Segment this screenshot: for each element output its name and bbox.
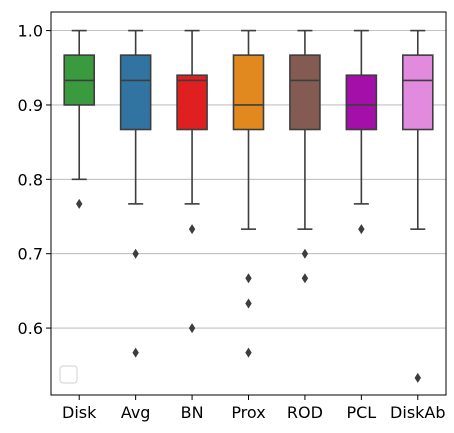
box-iqr <box>119 54 152 131</box>
y-tick-label: 0.9 <box>18 96 43 115</box>
box-prox <box>232 29 265 358</box>
boxes <box>63 29 434 383</box>
y-tick-label: 1.0 <box>18 22 43 41</box>
outlier-point <box>245 298 252 309</box>
y-axis: 0.6 0.7 0.8 0.9 1.0 <box>18 22 51 338</box>
outlier-point <box>132 347 139 358</box>
outlier-point <box>132 248 139 259</box>
outlier-point <box>188 224 196 235</box>
box-iqr <box>345 74 378 131</box>
outlier-point <box>358 224 365 235</box>
box-avg <box>119 29 152 358</box>
box-iqr <box>232 54 265 131</box>
y-tick-label: 0.7 <box>18 245 43 264</box>
outlier-point <box>301 273 309 284</box>
box-bn <box>176 29 208 334</box>
box-iqr <box>176 74 208 131</box>
outlier-point <box>245 273 252 284</box>
outlier-point <box>414 372 421 383</box>
outlier-point <box>301 248 309 259</box>
box-rod <box>289 29 321 284</box>
outlier-point <box>76 198 83 209</box>
box-pcl <box>345 29 378 235</box>
legend-box <box>59 365 78 384</box>
outlier-point <box>188 323 196 334</box>
box-iqr <box>289 54 321 131</box>
y-tick-label: 0.8 <box>18 170 43 189</box>
x-axis: Disk Avg BN Prox ROD PCL DiskAb <box>62 395 446 422</box>
x-tick-label: BN <box>181 403 204 422</box>
x-tick-label: DiskAb <box>390 403 445 422</box>
x-tick-label: Disk <box>62 403 97 422</box>
box-diskab <box>401 29 434 383</box>
x-tick-label: Prox <box>231 403 265 422</box>
outlier-point <box>245 347 252 358</box>
box-iqr <box>401 54 434 131</box>
x-tick-label: Avg <box>121 403 151 422</box>
x-tick-label: ROD <box>287 403 323 422</box>
y-tick-label: 0.6 <box>18 319 43 338</box>
box-disk <box>63 29 96 209</box>
x-tick-label: PCL <box>346 403 376 422</box>
